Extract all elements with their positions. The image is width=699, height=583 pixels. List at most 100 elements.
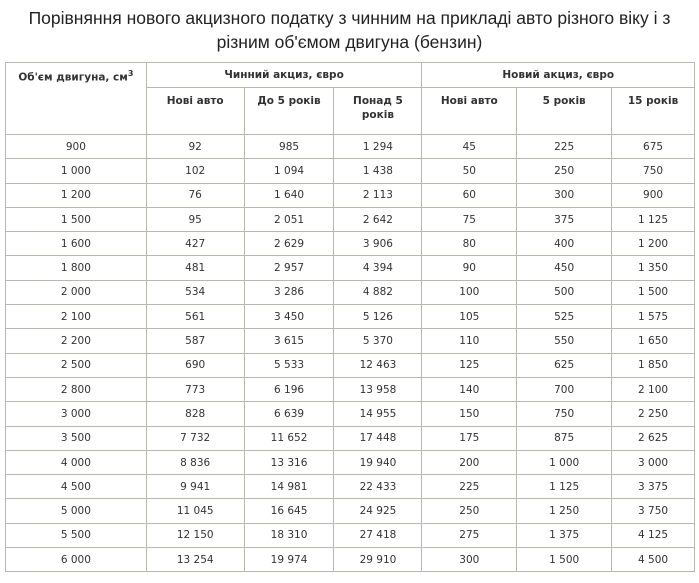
table-cell: 1 650	[611, 328, 695, 354]
table-cell: 2 625	[611, 425, 695, 451]
table-cell: 150	[421, 401, 518, 427]
table-cell: 450	[516, 255, 613, 281]
table-cell: 11 652	[243, 425, 335, 451]
table-cell: 1 200	[5, 182, 147, 208]
table-cell: 250	[421, 498, 518, 524]
subheader: 15 років	[611, 87, 695, 135]
table-cell: 1 800	[5, 255, 147, 281]
table-cell: 675	[611, 133, 695, 160]
header-new-excise: Новий акциз, євро	[421, 62, 695, 88]
table-cell: 4 125	[611, 522, 695, 549]
table-cell: 18 310	[243, 522, 335, 549]
page-title: Порівняння нового акцизного податку з чи…	[28, 8, 671, 52]
table-cell: 4 500	[611, 547, 695, 573]
excise-comparison-table: Об'єм двигуна, см3 Чинний акциз, євро Но…	[5, 62, 695, 573]
table-cell: 550	[516, 328, 613, 354]
table-cell: 225	[516, 133, 613, 160]
table-cell: 2 800	[5, 376, 147, 403]
table-cell: 6 639	[243, 401, 335, 427]
table-cell: 3 906	[333, 231, 423, 257]
table-cell: 250	[516, 158, 613, 184]
table-cell: 200	[421, 449, 518, 476]
subheader: 5 років	[516, 87, 613, 135]
table-cell: 4 394	[333, 255, 423, 281]
table-cell: 900	[611, 182, 695, 208]
table-cell: 6 196	[243, 376, 335, 403]
table-row: 1 800 481 2 957 4 394 90 450 1 350	[5, 255, 695, 281]
table-cell: 16 645	[243, 498, 335, 524]
table-cell: 60	[421, 182, 518, 208]
table-cell: 29 910	[333, 547, 423, 573]
table-row: 4 500 9 941 14 981 22 433 225 1 125 3 375	[5, 474, 695, 500]
table-cell: 300	[516, 182, 613, 208]
table-cell: 140	[421, 376, 518, 403]
table-cell: 2 629	[243, 231, 335, 257]
table-row: 2 100 561 3 450 5 126 105 525 1 575	[5, 304, 695, 330]
table-cell: 76	[145, 182, 245, 208]
table-cell: 3 450	[243, 304, 335, 330]
table-cell: 3 500	[5, 425, 147, 451]
table-row: 5 500 12 150 18 310 27 418 275 1 375 4 125	[5, 522, 695, 549]
table-cell: 625	[516, 352, 613, 378]
table-cell: 700	[516, 376, 613, 403]
table-cell: 4 000	[5, 449, 147, 476]
table-cell: 19 940	[333, 449, 423, 476]
table-cell: 400	[516, 231, 613, 257]
table-cell: 27 418	[333, 522, 423, 549]
table-cell: 13 254	[145, 547, 245, 573]
subheader: Нові авто	[145, 87, 245, 135]
table-cell: 105	[421, 304, 518, 330]
table-cell: 92	[145, 133, 245, 160]
table-cell: 275	[421, 522, 518, 549]
table-cell: 2 051	[243, 206, 335, 233]
table-cell: 5 533	[243, 352, 335, 378]
table-cell: 525	[516, 304, 613, 330]
table-cell: 2 000	[5, 279, 147, 306]
table-cell: 1 125	[611, 206, 695, 233]
table-cell: 875	[516, 425, 613, 451]
table-cell: 1 250	[516, 498, 613, 524]
table-cell: 1 375	[516, 522, 613, 549]
table-cell: 1 500	[516, 547, 613, 573]
table-cell: 1 500	[611, 279, 695, 306]
table-cell: 3 375	[611, 474, 695, 500]
table-cell: 1 000	[5, 158, 147, 184]
table-cell: 1 575	[611, 304, 695, 330]
table-cell: 3 000	[611, 449, 695, 476]
table-cell: 13 958	[333, 376, 423, 403]
table-cell: 3 286	[243, 279, 335, 306]
table-row: 900 92 985 1 294 45 225 675	[5, 133, 695, 160]
table-cell: 750	[611, 158, 695, 184]
table-row: 2 000 534 3 286 4 882 100 500 1 500	[5, 279, 695, 306]
table-cell: 22 433	[333, 474, 423, 500]
table-cell: 750	[516, 401, 613, 427]
table-cell: 45	[421, 133, 518, 160]
table-cell: 773	[145, 376, 245, 403]
table-cell: 24 925	[333, 498, 423, 524]
table-cell: 9 941	[145, 474, 245, 500]
table-cell: 110	[421, 328, 518, 354]
table-row: 1 500 95 2 051 2 642 75 375 1 125	[5, 206, 695, 233]
table-cell: 500	[516, 279, 613, 306]
subheader: Понад 5 років	[333, 87, 423, 135]
header-current-excise: Чинний акциз, євро	[145, 62, 423, 88]
table-cell: 75	[421, 206, 518, 233]
table-cell: 1 094	[243, 158, 335, 184]
table-cell: 11 045	[145, 498, 245, 524]
table-cell: 4 882	[333, 279, 423, 306]
table-cell: 2 500	[5, 352, 147, 378]
table-cell: 300	[421, 547, 518, 573]
table-cell: 95	[145, 206, 245, 233]
table-cell: 5 126	[333, 304, 423, 330]
table-cell: 4 500	[5, 474, 147, 500]
table-cell: 1 850	[611, 352, 695, 378]
table-row: 6 000 13 254 19 974 29 910 300 1 500 4 500	[5, 547, 695, 573]
table-cell: 1 200	[611, 231, 695, 257]
table-cell: 587	[145, 328, 245, 354]
table-cell: 2 200	[5, 328, 147, 354]
table-cell: 561	[145, 304, 245, 330]
table-cell: 14 955	[333, 401, 423, 427]
table-cell: 375	[516, 206, 613, 233]
table-cell: 1 000	[516, 449, 613, 476]
table-row: 1 200 76 1 640 2 113 60 300 900	[5, 182, 695, 208]
